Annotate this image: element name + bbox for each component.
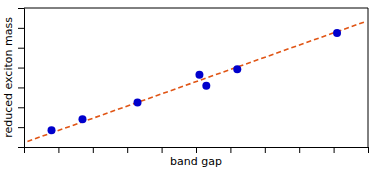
tick-mark — [18, 28, 24, 29]
point — [134, 99, 142, 107]
tick-mark — [18, 107, 24, 108]
tick-mark — [265, 147, 266, 153]
tick — [265, 147, 266, 153]
tick-mark — [334, 147, 335, 153]
tick — [162, 147, 163, 153]
tick-mark — [18, 48, 24, 49]
tick — [368, 147, 369, 153]
tick — [18, 68, 24, 69]
tick-mark — [230, 147, 231, 153]
tick-mark — [93, 147, 94, 153]
tick-mark — [162, 147, 163, 153]
tick — [18, 127, 24, 128]
point — [195, 71, 203, 79]
tick — [18, 147, 24, 148]
trend-line — [27, 22, 364, 142]
tick-mark — [18, 127, 24, 128]
tick-mark — [368, 147, 369, 153]
tick-mark — [196, 147, 197, 153]
frame — [24, 8, 368, 9]
tick-mark — [18, 87, 24, 88]
frame — [368, 8, 369, 147]
point — [78, 115, 86, 123]
tick — [18, 48, 24, 49]
tick — [196, 147, 197, 153]
plot — [18, 8, 369, 153]
x-axis-title: band gap — [170, 155, 222, 168]
tick — [18, 8, 24, 9]
point — [202, 82, 210, 90]
tick — [127, 147, 128, 153]
tick — [334, 147, 335, 153]
tick — [299, 147, 300, 153]
chart: band gap reduced exciton mass — [0, 0, 378, 171]
axis-line — [18, 9, 25, 148]
tick — [18, 107, 24, 108]
y-axis — [18, 9, 25, 148]
point — [48, 126, 56, 134]
point — [233, 65, 241, 73]
tick-mark — [18, 147, 24, 148]
tick — [230, 147, 231, 153]
axis-line — [25, 148, 369, 154]
marks — [27, 22, 364, 142]
tick — [93, 147, 94, 153]
tick-mark — [127, 147, 128, 153]
tick-mark — [299, 147, 300, 153]
tick — [18, 28, 24, 29]
tick — [18, 87, 24, 88]
tick — [58, 147, 59, 153]
x-axis — [25, 147, 369, 153]
tick-mark — [18, 68, 24, 69]
y-axis-title: reduced exciton mass — [2, 17, 15, 138]
tick-mark — [18, 8, 24, 9]
tick-mark — [58, 147, 59, 153]
point — [333, 29, 341, 37]
